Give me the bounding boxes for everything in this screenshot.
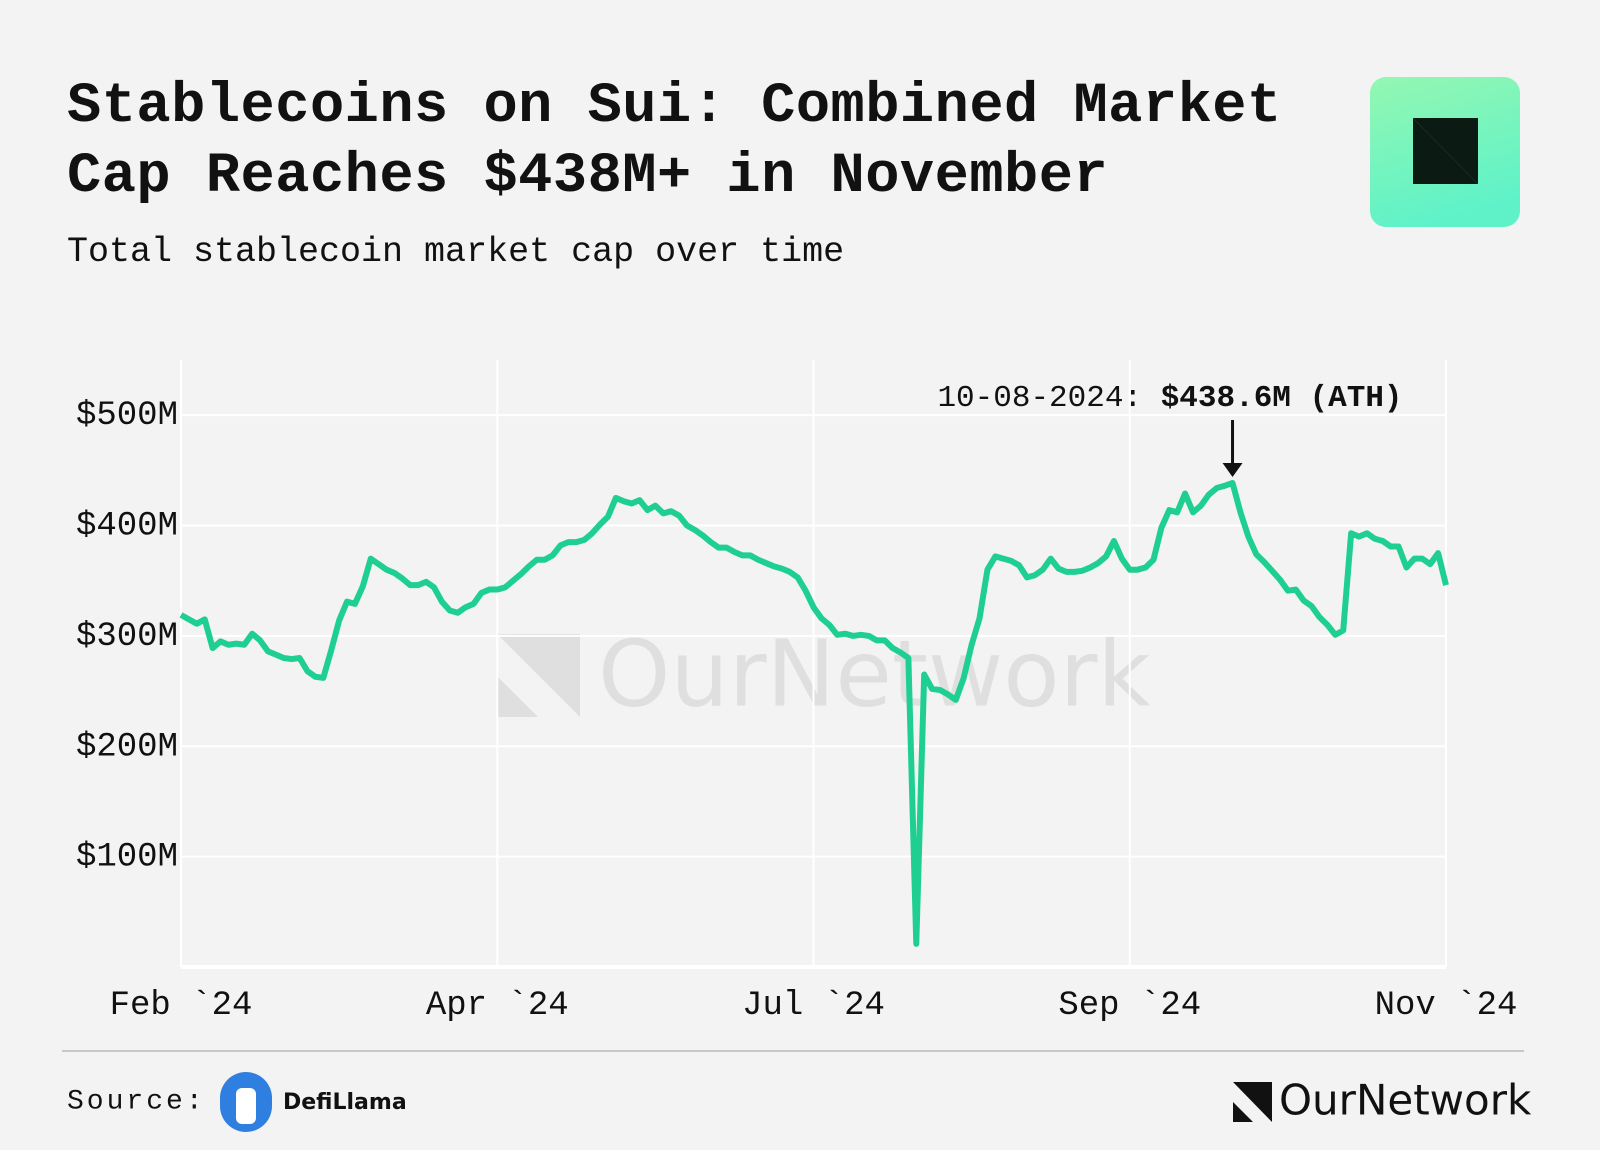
brand-mark — [1233, 1102, 1253, 1122]
y-tick-label: $500M — [76, 397, 178, 435]
brand-mark — [1233, 1082, 1272, 1122]
annotation: 10-08-2024: $438.6M (ATH) — [937, 381, 1402, 416]
y-tick-label: $400M — [76, 508, 178, 546]
source-name: DefiLlama — [283, 1090, 407, 1115]
source-icon — [236, 1088, 256, 1124]
y-tick-label: $300M — [76, 618, 178, 656]
watermark-mark — [497, 676, 538, 717]
y-tick-label: $200M — [76, 728, 178, 766]
x-tick-label: Apr `24 — [426, 987, 569, 1025]
watermark: OurNetwork — [497, 620, 1151, 727]
x-tick-label: Feb `24 — [110, 987, 253, 1025]
chart-subtitle: Total stablecoin market cap over time — [67, 232, 845, 272]
watermark-mark — [497, 634, 580, 717]
data-line — [179, 479, 1449, 947]
logo-mark — [1413, 150, 1447, 184]
x-tick-label: Nov `24 — [1375, 987, 1518, 1025]
chart-title: Stablecoins on Sui: Combined Market Cap … — [67, 75, 1282, 209]
x-tick-label: Jul `24 — [742, 987, 885, 1025]
annotation-arrowhead — [1222, 462, 1243, 477]
y-tick-label: $100M — [76, 839, 178, 877]
x-tick-label: Sep `24 — [1058, 987, 1201, 1025]
brand-name: OurNetwork — [1279, 1076, 1532, 1125]
annotation-date: 10-08-2024: — [937, 381, 1142, 416]
source-label: Source: — [67, 1086, 206, 1117]
annotation-value: $438.6M (ATH) — [1161, 381, 1403, 416]
